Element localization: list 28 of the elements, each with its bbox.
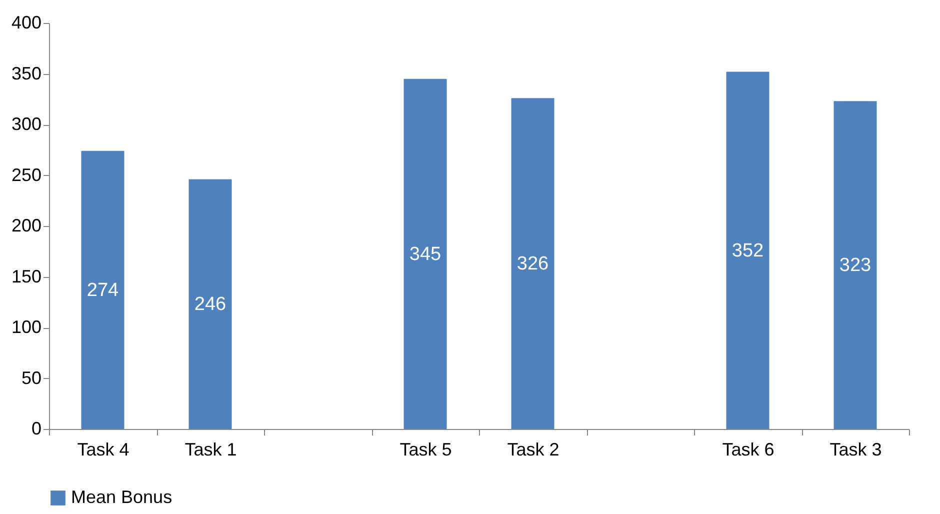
bar (188, 179, 232, 429)
bar (834, 101, 877, 429)
data-label: 345 (409, 244, 442, 265)
x-tick-label: Task 6 (722, 440, 774, 460)
y-tick-label: 200 (11, 216, 42, 236)
data-label: 352 (732, 240, 764, 262)
x-tick-label: Task 1 (184, 440, 237, 460)
y-tick-label: 100 (11, 317, 42, 337)
y-tick-label: 350 (11, 63, 42, 84)
data-label: 274 (86, 280, 120, 301)
y-tick-label: 50 (21, 368, 42, 388)
bar (404, 78, 447, 429)
y-tick-label: 0 (31, 418, 42, 438)
x-tick-label: Task 3 (830, 440, 882, 460)
y-tick-label: 250 (11, 164, 42, 185)
data-label: 246 (194, 294, 226, 316)
data-label: 326 (516, 254, 549, 275)
bar (511, 98, 554, 429)
x-tick-label: Task 5 (400, 440, 452, 460)
y-tick-label: 150 (11, 266, 42, 286)
bar (81, 150, 124, 429)
bar (726, 72, 770, 429)
y-tick-label: 400 (11, 12, 42, 32)
data-label: 323 (839, 255, 872, 276)
x-tick-label: Task 2 (507, 440, 560, 460)
y-tick-label: 300 (11, 114, 42, 134)
legend-label: Mean Bonus (71, 487, 172, 507)
x-tick-label: Task 4 (77, 440, 130, 460)
